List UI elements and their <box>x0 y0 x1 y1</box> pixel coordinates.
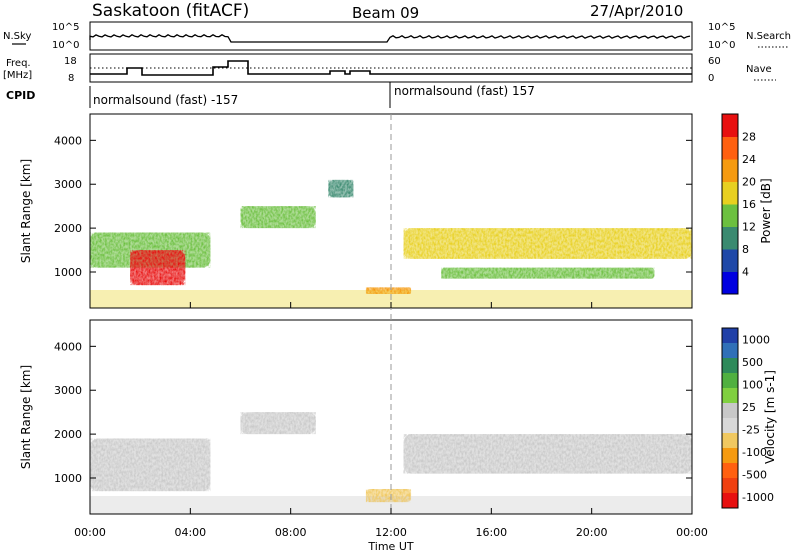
time-axis-label: Time UT <box>367 540 413 553</box>
velocity-colorbar-step-12 <box>722 493 738 509</box>
freq-unit: [MHz] <box>3 70 32 81</box>
power-colorbar-step-8 <box>722 114 738 137</box>
velocity-colorbar-tick-6: -100 <box>742 446 767 459</box>
velocity-colorbar-step-9 <box>722 448 738 464</box>
region-3-texture <box>240 206 316 229</box>
y-tick-label-1: 1000 <box>54 472 82 485</box>
date-title: 27/Apr/2010 <box>590 2 683 20</box>
x-tick-label-5: 16:00 <box>475 526 507 539</box>
x-tick-label-2: 04:00 <box>174 526 206 539</box>
cpid-entry-1: normalsound (fast) -157 <box>93 93 238 107</box>
power-colorbar-label: Power [dB] <box>759 178 773 243</box>
velocity-colorbar-step-10 <box>722 463 738 479</box>
power-ylabel: Slant Range [km] <box>19 159 33 263</box>
y-tick-label-2: 2000 <box>54 428 82 441</box>
power-colorbar: 4 8 12 16 20 24 28 <box>721 113 756 295</box>
beam-title: Beam 09 <box>352 4 419 22</box>
velocity-colorbar-step-8 <box>722 433 738 449</box>
velocity-y-axis: 1000 2000 3000 4000 <box>54 340 692 485</box>
y-tick-label-3: 3000 <box>54 384 82 397</box>
velocity-colorbar-tick-2: 500 <box>742 356 763 369</box>
y-tick-label-3: 3000 <box>54 178 82 191</box>
power-colorbar-step-5 <box>722 181 738 205</box>
power-colorbar-tick-4: 16 <box>742 198 756 211</box>
velocity-colorbar-tick-7: -500 <box>742 468 767 481</box>
x-tick-label-6: 20:00 <box>576 526 608 539</box>
cpid-label: CPID <box>6 89 35 102</box>
power-colorbar-tick-3: 12 <box>742 221 756 234</box>
region-7-texture <box>441 267 655 279</box>
x-tick-label-7: 00:00 <box>676 526 708 539</box>
nsky-label: N.Sky <box>3 31 31 42</box>
velocity-colorbar-tick-4: 25 <box>742 401 756 414</box>
nsky-tick-low: 10^0 <box>52 40 79 51</box>
power-colorbar-step-7 <box>722 136 738 160</box>
x-tick-label-3: 08:00 <box>275 526 307 539</box>
velocity-colorbar: 1000 500 100 25 -25 -100 -500 -1000 <box>721 327 774 509</box>
nave-tick-high: 60 <box>708 56 721 67</box>
region-3-texture <box>365 488 412 503</box>
nsearch-tick-high: 10^5 <box>708 22 735 33</box>
velocity-colorbar-tick-8: -1000 <box>742 491 774 504</box>
y-tick-label-4: 4000 <box>54 134 82 147</box>
power-y-axis: 1000 2000 3000 4000 <box>54 134 692 279</box>
nsearch-tick-low: 10^0 <box>708 40 735 51</box>
power-colorbar-step-2 <box>722 249 738 272</box>
power-colorbar-tick-6: 24 <box>742 153 756 166</box>
y-tick-label-4: 4000 <box>54 340 82 353</box>
power-colorbar-tick-2: 8 <box>742 243 749 256</box>
velocity-colorbar-tick-5: -25 <box>742 423 760 436</box>
cpid-entry-2: normalsound (fast) 157 <box>394 84 535 98</box>
nsearch-label: N.Search <box>746 31 791 42</box>
velocity-colorbar-step-6 <box>722 403 738 419</box>
velocity-colorbar-tick-1: 1000 <box>742 333 770 346</box>
power-colorbar-step-1 <box>722 271 738 295</box>
site-title: Saskatoon (fitACF) <box>92 1 249 21</box>
freq-tick-high: 18 <box>64 56 77 67</box>
freq-tick-low: 8 <box>68 73 74 84</box>
freq-series-line <box>90 60 692 76</box>
power-colorbar-step-3 <box>722 226 738 250</box>
velocity-ylabel: Slant Range [km] <box>19 365 33 469</box>
region-2-texture <box>130 250 186 286</box>
power-colorbar-frame <box>721 113 739 295</box>
region-1-texture <box>90 438 211 492</box>
power-colorbar-step-4 <box>722 204 738 227</box>
power-colorbar-tick-1: 4 <box>742 266 749 279</box>
nsky-tick-high: 10^5 <box>52 22 79 33</box>
region-4-texture <box>403 434 692 474</box>
nsky-series-line <box>89 34 691 43</box>
freq-label: Freq. <box>6 58 31 69</box>
nave-label: Nave <box>746 64 772 75</box>
power-colorbar-tick-7: 28 <box>742 131 756 144</box>
velocity-colorbar-tick-3: 100 <box>742 378 763 391</box>
power-scatter-noise <box>90 179 692 294</box>
velocity-colorbar-step-5 <box>722 388 738 404</box>
region-6-texture <box>403 228 692 259</box>
y-tick-label-1: 1000 <box>54 266 82 279</box>
velocity-colorbar-step-11 <box>722 478 738 494</box>
region-4-texture <box>328 179 354 198</box>
power-colorbar-step-6 <box>722 159 738 182</box>
region-5-texture <box>365 287 412 294</box>
time-axis: 00:00 04:00 08:00 12:00 16:00 20:00 00:00 <box>74 302 708 539</box>
nave-tick-low: 0 <box>708 73 714 84</box>
velocity-colorbar-frame <box>721 327 739 509</box>
velocity-colorbar-step-7 <box>722 418 738 434</box>
velocity-colorbar-step-4 <box>722 373 738 389</box>
x-tick-label-4: 12:00 <box>375 526 407 539</box>
power-colorbar-tick-5: 20 <box>742 176 756 189</box>
x-tick-label-1: 00:00 <box>74 526 106 539</box>
velocity-scatter-noise <box>90 412 692 503</box>
velocity-colorbar-step-1 <box>722 328 738 344</box>
region-2-texture <box>240 412 316 435</box>
velocity-colorbar-label: Velocity [m s-1] <box>763 370 777 464</box>
velocity-colorbar-step-3 <box>722 358 738 374</box>
y-tick-label-2: 2000 <box>54 222 82 235</box>
velocity-colorbar-step-2 <box>722 343 738 359</box>
